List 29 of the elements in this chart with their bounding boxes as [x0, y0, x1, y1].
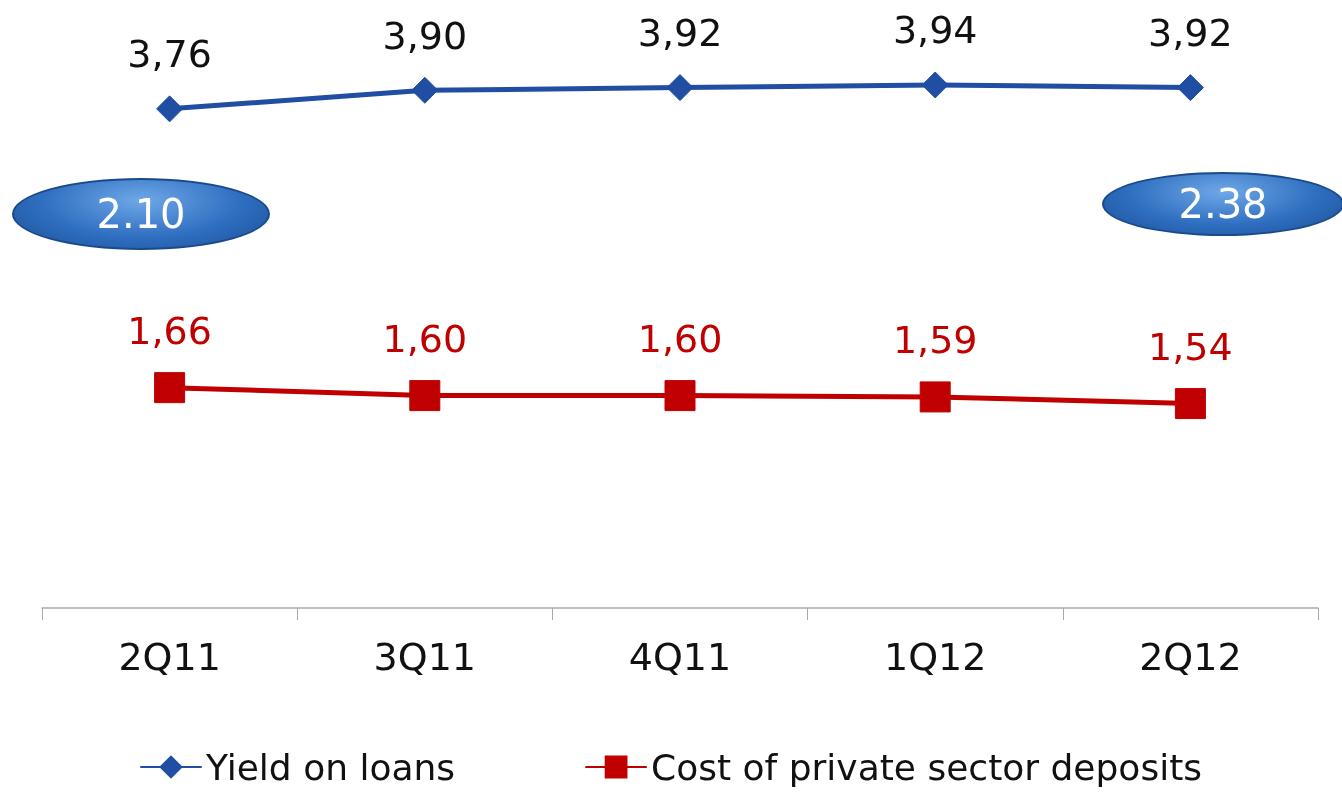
legend-label: Yield on loans — [204, 746, 456, 788]
oval-badge: 2.38 — [1102, 172, 1342, 236]
point — [921, 71, 949, 99]
x-tick-label: 3Q11 — [373, 635, 477, 679]
point — [411, 76, 439, 104]
oval-badge: 2.10 — [12, 178, 270, 250]
x-tick-label: 2Q11 — [118, 635, 221, 679]
data-label: 1,54 — [1148, 325, 1233, 370]
data-label: 3,92 — [1148, 11, 1233, 56]
data-label: 3,76 — [127, 32, 212, 77]
point — [154, 372, 186, 404]
data-label: 3,94 — [892, 8, 978, 53]
point — [666, 74, 694, 102]
data-label: 3,92 — [637, 11, 723, 56]
x-tick-label: 2Q12 — [1139, 635, 1242, 679]
point — [156, 95, 184, 123]
data-label: 1,60 — [637, 317, 723, 362]
data-label: 3,90 — [382, 13, 468, 58]
x-tick-label: 1Q12 — [883, 635, 987, 679]
point — [409, 380, 441, 412]
x-tick-label: 4Q11 — [628, 635, 732, 679]
point — [1174, 388, 1206, 420]
data-label: 1,59 — [892, 318, 978, 363]
point — [1176, 74, 1204, 102]
data-label: 1,66 — [127, 309, 212, 354]
data-label: 1,60 — [382, 317, 468, 362]
point — [664, 380, 696, 412]
legend-label: Cost of private sector deposits — [651, 746, 1203, 788]
point — [919, 381, 951, 413]
